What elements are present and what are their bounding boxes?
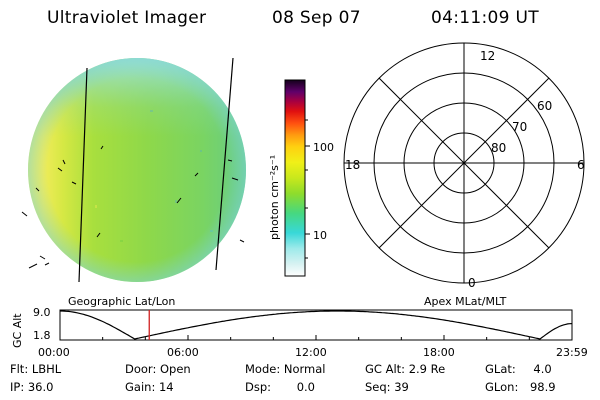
coastline-marks: [21, 145, 245, 269]
time-label: 04:11:09 UT: [431, 8, 539, 28]
info-glon: GLon: 98.9: [485, 380, 556, 394]
altitude-xtick: 23:59: [556, 346, 588, 359]
date-label: 08 Sep 07: [272, 8, 361, 28]
altitude-curve: [60, 310, 573, 340]
colorbar: 100 10 photon cm⁻²s⁻¹: [268, 79, 334, 277]
info-seq: Seq: 39: [365, 380, 409, 394]
info-mode: Mode: Normal: [245, 362, 326, 376]
mlt-label-18: 18: [345, 158, 360, 172]
polar-plot: [343, 42, 585, 284]
info-door: Door: Open: [125, 362, 191, 376]
altitude-xtick: 18:00: [423, 346, 455, 359]
info-gc-alt: GC Alt: 2.9 Re: [365, 362, 446, 376]
info-dsp: Dsp: 0.0: [245, 380, 315, 394]
colorbar-tick-100: 100: [313, 141, 334, 154]
altitude-ylabel: GC Alt: [11, 313, 24, 348]
altitude-xtick: 06:00: [167, 346, 199, 359]
mlat-label-60: 60: [537, 99, 552, 113]
mlt-label-6: 6: [577, 158, 585, 172]
mlt-label-0: 0: [468, 276, 476, 290]
altitude-xtick: 12:00: [295, 346, 327, 359]
mlat-label-70: 70: [512, 120, 527, 134]
mlt-label-12: 12: [480, 49, 495, 63]
longitude-line: [78, 67, 88, 283]
info-glat: GLat: 4.0: [485, 362, 552, 376]
longitude-line: [215, 57, 234, 271]
image-panel-label: Geographic Lat/Lon: [68, 295, 175, 308]
altitude-ytick-max: 9.0: [33, 306, 51, 319]
app-title: Ultraviolet Imager: [47, 8, 207, 28]
altitude-xtick: 00:00: [38, 346, 70, 359]
info-ip: IP: 36.0: [10, 380, 54, 394]
colorbar-unit-label: photon cm⁻²s⁻¹: [268, 155, 281, 240]
info-flt: Flt: LBHL: [10, 362, 62, 376]
colorbar-tick-10: 10: [313, 229, 327, 242]
altitude-plot: GC Alt 9.0 1.8 00:00 06:00 12:00 18:00 2…: [11, 306, 588, 359]
polar-panel-label: Apex MLat/MLT: [424, 295, 507, 308]
info-gain: Gain: 14: [125, 380, 174, 394]
altitude-ytick-min: 1.8: [33, 329, 51, 342]
uv-earth-image: [21, 57, 246, 283]
mlat-label-80: 80: [491, 141, 506, 155]
